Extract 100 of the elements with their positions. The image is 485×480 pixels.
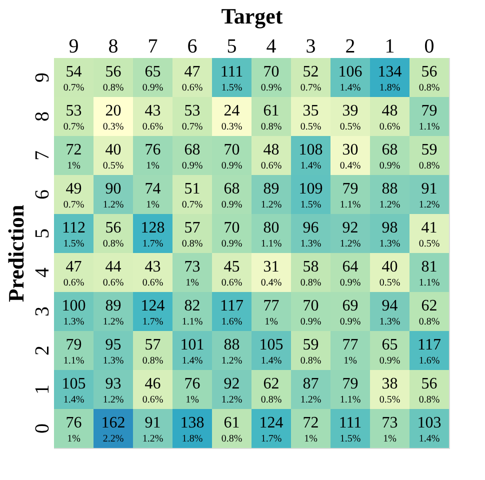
annotation: 1.8%: [379, 82, 400, 94]
annotation: 1.2%: [418, 200, 440, 210]
data-label: 70: [263, 64, 280, 80]
data-label: 65: [382, 336, 398, 354]
data-label: 61: [263, 102, 280, 120]
annotation: 0.4%: [260, 278, 282, 288]
data-label: 48: [382, 102, 398, 120]
data-label: 88: [382, 180, 398, 198]
data-label: 90: [105, 180, 122, 198]
annotation: 0.9%: [221, 200, 242, 210]
annotation: 1%: [383, 434, 396, 444]
annotation: 1.4%: [418, 434, 440, 444]
data-label: 138: [180, 414, 204, 432]
y-tick-label: 9: [32, 72, 54, 82]
data-label: 72: [302, 414, 319, 432]
data-label: 105: [62, 376, 86, 392]
annotation: 1%: [344, 356, 357, 366]
annotation: 0.9%: [182, 160, 203, 172]
data-label: 92: [224, 376, 240, 392]
annotation: 0.5%: [418, 238, 440, 250]
annotation: 1.1%: [418, 122, 440, 132]
data-label: 56: [105, 220, 122, 236]
data-label: 134: [378, 64, 402, 80]
data-label: 24: [224, 102, 240, 120]
data-label: 91: [421, 180, 438, 198]
annotation: 0.6%: [142, 394, 164, 406]
data-label: 57: [144, 336, 161, 354]
annotation: 0.7%: [300, 82, 322, 94]
data-label: 30: [342, 142, 358, 158]
data-label: 103: [417, 414, 442, 432]
data-label: 59: [302, 336, 319, 354]
data-label: 47: [184, 64, 200, 80]
annotation: 1.2%: [102, 394, 124, 406]
data-label: 43: [144, 258, 161, 276]
data-label: 87: [302, 376, 319, 392]
data-label: 77: [342, 336, 358, 354]
data-label: 68: [382, 142, 398, 158]
data-label: 52: [302, 64, 319, 80]
data-label: 74: [144, 180, 161, 198]
annotation: 0.7%: [63, 122, 84, 132]
annotation: 0.3%: [102, 122, 124, 132]
data-label: 69: [342, 298, 358, 314]
data-label: 40: [105, 142, 122, 158]
annotation: 0.8%: [102, 238, 124, 250]
y-tick-label: 1: [32, 384, 54, 394]
annotation: 1.2%: [340, 238, 361, 250]
data-label: 40: [382, 258, 398, 276]
annotation: 0.5%: [379, 394, 400, 406]
x-tick-label: 4: [266, 36, 276, 58]
annotation: 1.4%: [182, 356, 203, 366]
annotation: 1.4%: [260, 356, 282, 366]
annotation: 0.5%: [379, 278, 400, 288]
y-tick-label: 0: [32, 424, 54, 434]
annotation: 0.8%: [300, 278, 322, 288]
annotation: 1.5%: [300, 200, 322, 210]
annotation: 0.8%: [260, 394, 282, 406]
data-label: 62: [263, 376, 280, 392]
data-label: 79: [66, 336, 82, 354]
annotation: 1.1%: [340, 394, 361, 406]
data-label: 68: [224, 180, 240, 198]
data-label: 61: [224, 414, 240, 432]
data-label: 89: [263, 180, 280, 198]
annotation: 0.9%: [221, 238, 242, 250]
annotation: 0.8%: [182, 238, 203, 250]
x-tick-label: 6: [187, 36, 198, 58]
data-label: 56: [105, 64, 122, 80]
y-tick-label: 7: [32, 150, 54, 160]
data-label: 46: [144, 376, 161, 392]
annotation: 0.8%: [142, 356, 164, 366]
x-tick-label: 3: [306, 36, 316, 58]
annotation: 0.9%: [300, 316, 322, 328]
annotation: 1.2%: [300, 394, 322, 406]
data-label: 56: [421, 376, 438, 392]
data-label: 39: [342, 102, 358, 120]
y-tick-label: 5: [32, 228, 54, 238]
data-label: 105: [259, 336, 284, 354]
annotation: 0.8%: [300, 356, 322, 366]
annotation: 0.9%: [340, 316, 361, 328]
data-label: 98: [382, 220, 398, 236]
data-label: 51: [184, 180, 200, 198]
annotation: 0.5%: [300, 122, 322, 132]
data-label: 56: [421, 64, 438, 80]
data-label: 76: [66, 414, 82, 432]
annotation: 1.2%: [221, 394, 242, 406]
y-axis-title: Prediction: [4, 204, 28, 302]
annotation: 0.9%: [260, 82, 282, 94]
annotation: 0.3%: [221, 122, 242, 132]
data-label: 79: [342, 376, 358, 392]
data-label: 41: [421, 220, 438, 236]
data-label: 20: [105, 102, 122, 120]
annotation: 1%: [146, 160, 160, 172]
annotation: 0.7%: [63, 200, 84, 210]
data-label: 47: [66, 258, 82, 276]
annotation: 2.2%: [102, 434, 124, 444]
data-label: 106: [338, 64, 362, 80]
data-label: 76: [144, 142, 161, 158]
data-label: 72: [66, 142, 82, 158]
annotation: 1.1%: [340, 200, 361, 210]
x-axis-title: Target: [221, 4, 284, 28]
annotation: 1.1%: [182, 316, 203, 328]
